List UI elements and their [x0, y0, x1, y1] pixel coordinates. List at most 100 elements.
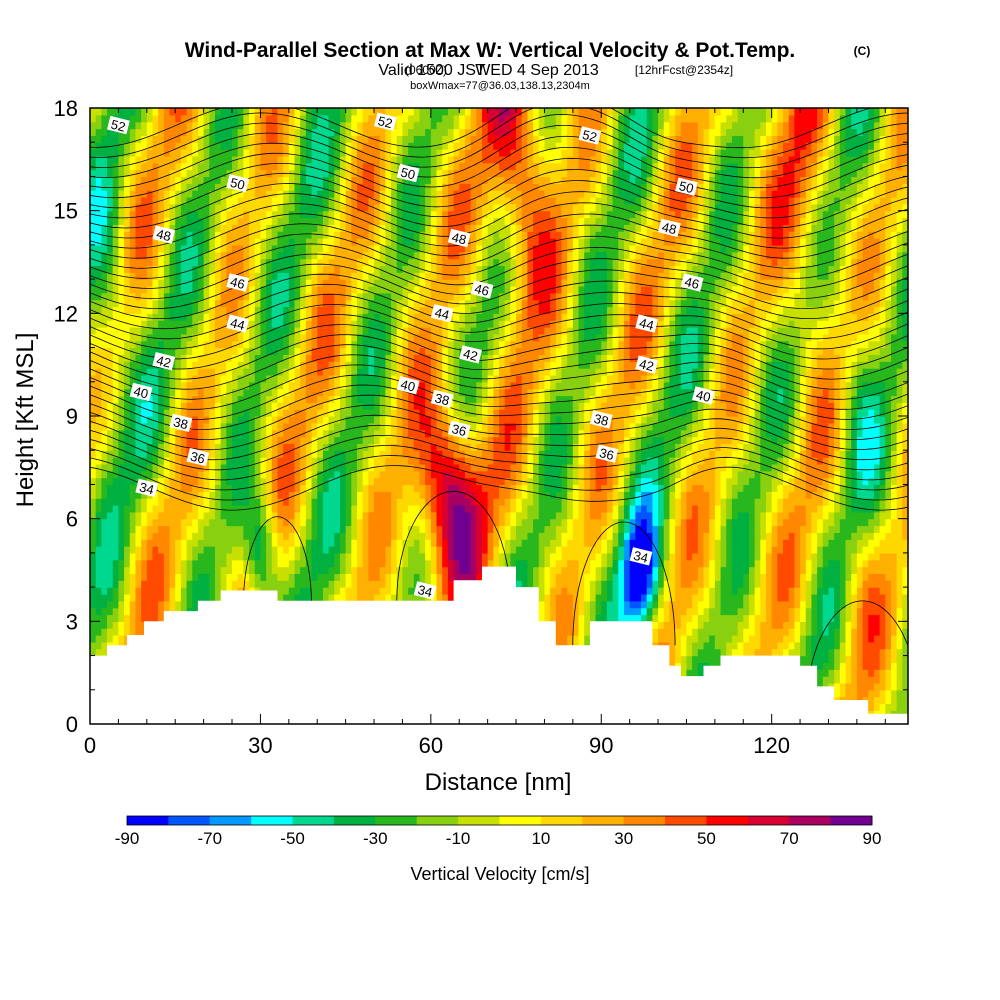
velocity-cell [788, 552, 795, 561]
velocity-cell [402, 491, 409, 499]
velocity-cell [442, 504, 449, 513]
velocity-cell [533, 546, 540, 554]
velocity-cell [606, 491, 614, 499]
velocity-cell [232, 539, 239, 547]
velocity-cell [351, 484, 358, 492]
velocity-cell [101, 484, 108, 492]
velocity-cell [516, 552, 523, 561]
velocity-cell [737, 580, 744, 588]
velocity-cell [697, 566, 705, 575]
velocity-cell [771, 566, 778, 575]
velocity-cell [442, 525, 449, 533]
velocity-cell [618, 580, 625, 588]
velocity-cell [254, 559, 262, 568]
velocity-cell [550, 532, 557, 540]
velocity-cell [118, 607, 125, 616]
velocity-cell [572, 498, 580, 506]
velocity-cell [828, 676, 835, 684]
velocity-cell [589, 614, 597, 622]
velocity-cell [692, 669, 699, 677]
velocity-cell [317, 539, 324, 547]
velocity-cell [765, 498, 773, 506]
velocity-cell [95, 573, 102, 581]
velocity-cell [885, 641, 892, 650]
velocity-cell [697, 669, 705, 677]
velocity-cell [334, 518, 341, 527]
velocity-cell [271, 566, 279, 575]
velocity-cell [129, 525, 137, 533]
velocity-cell [95, 566, 102, 575]
velocity-cell [595, 525, 602, 533]
velocity-cell [260, 580, 267, 588]
velocity-cell [499, 491, 506, 499]
velocity-cell [345, 539, 352, 547]
velocity-cell [765, 614, 773, 622]
velocity-cell [680, 655, 688, 663]
velocity-cell [101, 498, 108, 506]
velocity-cell [885, 635, 892, 643]
velocity-cell [890, 641, 898, 650]
velocity-cell [862, 614, 869, 622]
velocity-cell [283, 484, 290, 492]
velocity-cell [754, 546, 761, 554]
velocity-cell [618, 614, 625, 622]
velocity-cell [555, 484, 563, 492]
velocity-cell [856, 587, 864, 595]
velocity-cell [601, 559, 608, 568]
velocity-cell [873, 498, 881, 506]
velocity-cell [760, 580, 767, 588]
velocity-cell [464, 525, 472, 533]
velocity-cell [873, 607, 881, 616]
velocity-cell [374, 593, 381, 602]
velocity-cell [283, 539, 290, 547]
velocity-cell [391, 539, 398, 547]
velocity-cell [396, 573, 404, 581]
velocity-cell [623, 614, 631, 622]
velocity-cell [135, 491, 142, 499]
velocity-cell [249, 511, 256, 520]
velocity-cell [828, 621, 835, 629]
velocity-cell [294, 511, 301, 520]
velocity-cell [902, 593, 908, 602]
velocity-cell [862, 539, 869, 547]
velocity-cell [521, 532, 528, 540]
velocity-cell [544, 539, 551, 547]
velocity-cell [669, 621, 676, 629]
velocity-cell [635, 504, 642, 513]
velocity-cell [572, 593, 580, 602]
velocity-cell [703, 614, 710, 622]
velocity-cell [203, 532, 210, 540]
velocity-cell [839, 552, 847, 561]
velocity-cell [101, 580, 108, 588]
velocity-cell [436, 566, 443, 575]
velocity-cell [254, 573, 262, 581]
velocity-cell [856, 498, 864, 506]
velocity-cell [129, 539, 137, 547]
velocity-cell [453, 491, 460, 499]
velocity-cell [430, 491, 438, 499]
velocity-cell [146, 552, 154, 561]
velocity-cell [544, 518, 551, 527]
velocity-cell [186, 546, 193, 554]
velocity-cell [658, 614, 665, 622]
velocity-cell [186, 532, 193, 540]
velocity-cell [510, 518, 517, 527]
velocity-cell [192, 600, 199, 609]
velocity-cell [152, 498, 159, 506]
velocity-cell [601, 607, 608, 616]
velocity-cell [527, 573, 534, 581]
velocity-cell [180, 580, 188, 588]
velocity-cell [544, 559, 551, 568]
velocity-cell [288, 484, 296, 492]
velocity-cell [283, 511, 290, 520]
velocity-cell [675, 573, 682, 581]
velocity-cell [294, 587, 301, 595]
velocity-cell [595, 504, 602, 513]
velocity-cell [470, 539, 477, 547]
velocity-cell [385, 511, 392, 520]
velocity-cell [555, 635, 563, 643]
velocity-cell [470, 559, 477, 568]
velocity-cell [731, 607, 739, 616]
velocity-cell [748, 498, 756, 506]
velocity-cell [351, 552, 358, 561]
